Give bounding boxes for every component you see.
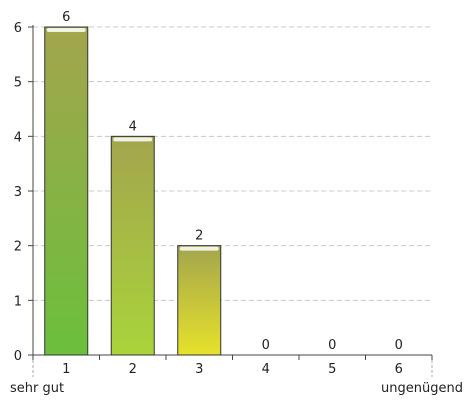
bar — [44, 26, 89, 356]
bar-highlight — [179, 246, 219, 251]
data-label: 0 — [328, 338, 336, 353]
data-label: 0 — [262, 338, 270, 353]
bars — [44, 26, 222, 356]
data-label: 2 — [195, 229, 203, 244]
x-tick-label: 3 — [195, 362, 203, 377]
x-tick-label: 5 — [328, 362, 336, 377]
gridlines — [33, 26, 432, 301]
x-tick-label: 2 — [129, 362, 137, 377]
data-label: 4 — [129, 119, 137, 134]
bar — [110, 135, 155, 356]
x-tick-label: 4 — [262, 362, 270, 377]
x-tick-label: 1 — [62, 362, 70, 377]
x-end-label-right: ungenügend — [381, 381, 463, 396]
x-end-label-left: sehr gut — [10, 381, 64, 396]
bar-highlight — [113, 137, 153, 142]
y-tick-label: 5 — [14, 76, 22, 91]
data-label: 0 — [395, 338, 403, 353]
labels: 0 1 2 3 4 5 6 1 6 2 4 3 2 4 0 5 0 6 0 — [14, 10, 403, 377]
bar — [177, 245, 222, 356]
x-tick-label: 6 — [395, 362, 403, 377]
data-label: 6 — [62, 10, 70, 25]
y-tick-label: 6 — [14, 21, 22, 36]
bar-highlight — [46, 28, 86, 32]
axes — [28, 25, 433, 377]
y-tick-label: 4 — [14, 130, 22, 145]
y-tick-label: 2 — [14, 240, 22, 255]
y-tick-label: 3 — [14, 185, 22, 200]
y-tick-label: 0 — [14, 349, 22, 364]
y-tick-label: 1 — [14, 294, 22, 309]
